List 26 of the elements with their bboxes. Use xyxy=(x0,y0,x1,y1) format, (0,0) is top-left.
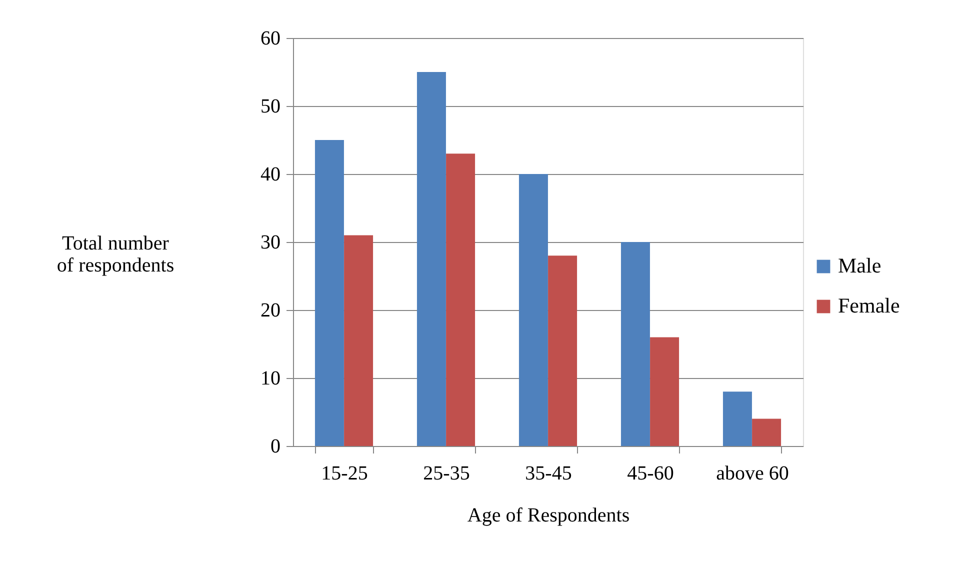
y-tick-label: 0 xyxy=(270,436,280,458)
bar xyxy=(518,174,548,446)
legend-label: Female xyxy=(838,294,900,318)
x-tick-label: above 60 xyxy=(716,462,789,484)
y-tick-label: 60 xyxy=(260,28,280,50)
bar xyxy=(416,72,446,446)
bar xyxy=(446,154,476,446)
y-tick-label: 30 xyxy=(260,232,280,254)
bar xyxy=(650,337,680,446)
y-tick-label: 20 xyxy=(260,300,280,322)
bar xyxy=(344,235,374,446)
x-tick-label: 35-45 xyxy=(525,462,572,484)
bar xyxy=(620,242,650,446)
y-axis-title: Total number of respondents xyxy=(56,232,174,276)
y-tick-label: 40 xyxy=(260,164,280,186)
bar xyxy=(314,140,344,446)
bar xyxy=(722,392,752,446)
y-tick-label: 50 xyxy=(260,96,280,118)
y-tick-label: 10 xyxy=(260,368,280,390)
legend-label: Male xyxy=(838,254,882,278)
bar xyxy=(548,256,578,446)
x-tick-label: 15-25 xyxy=(321,462,368,484)
bar xyxy=(752,418,782,446)
x-tick-label: 45-60 xyxy=(627,462,674,484)
x-axis-title: Age of Respondents xyxy=(467,504,630,526)
x-tick-label: 25-35 xyxy=(423,462,470,484)
